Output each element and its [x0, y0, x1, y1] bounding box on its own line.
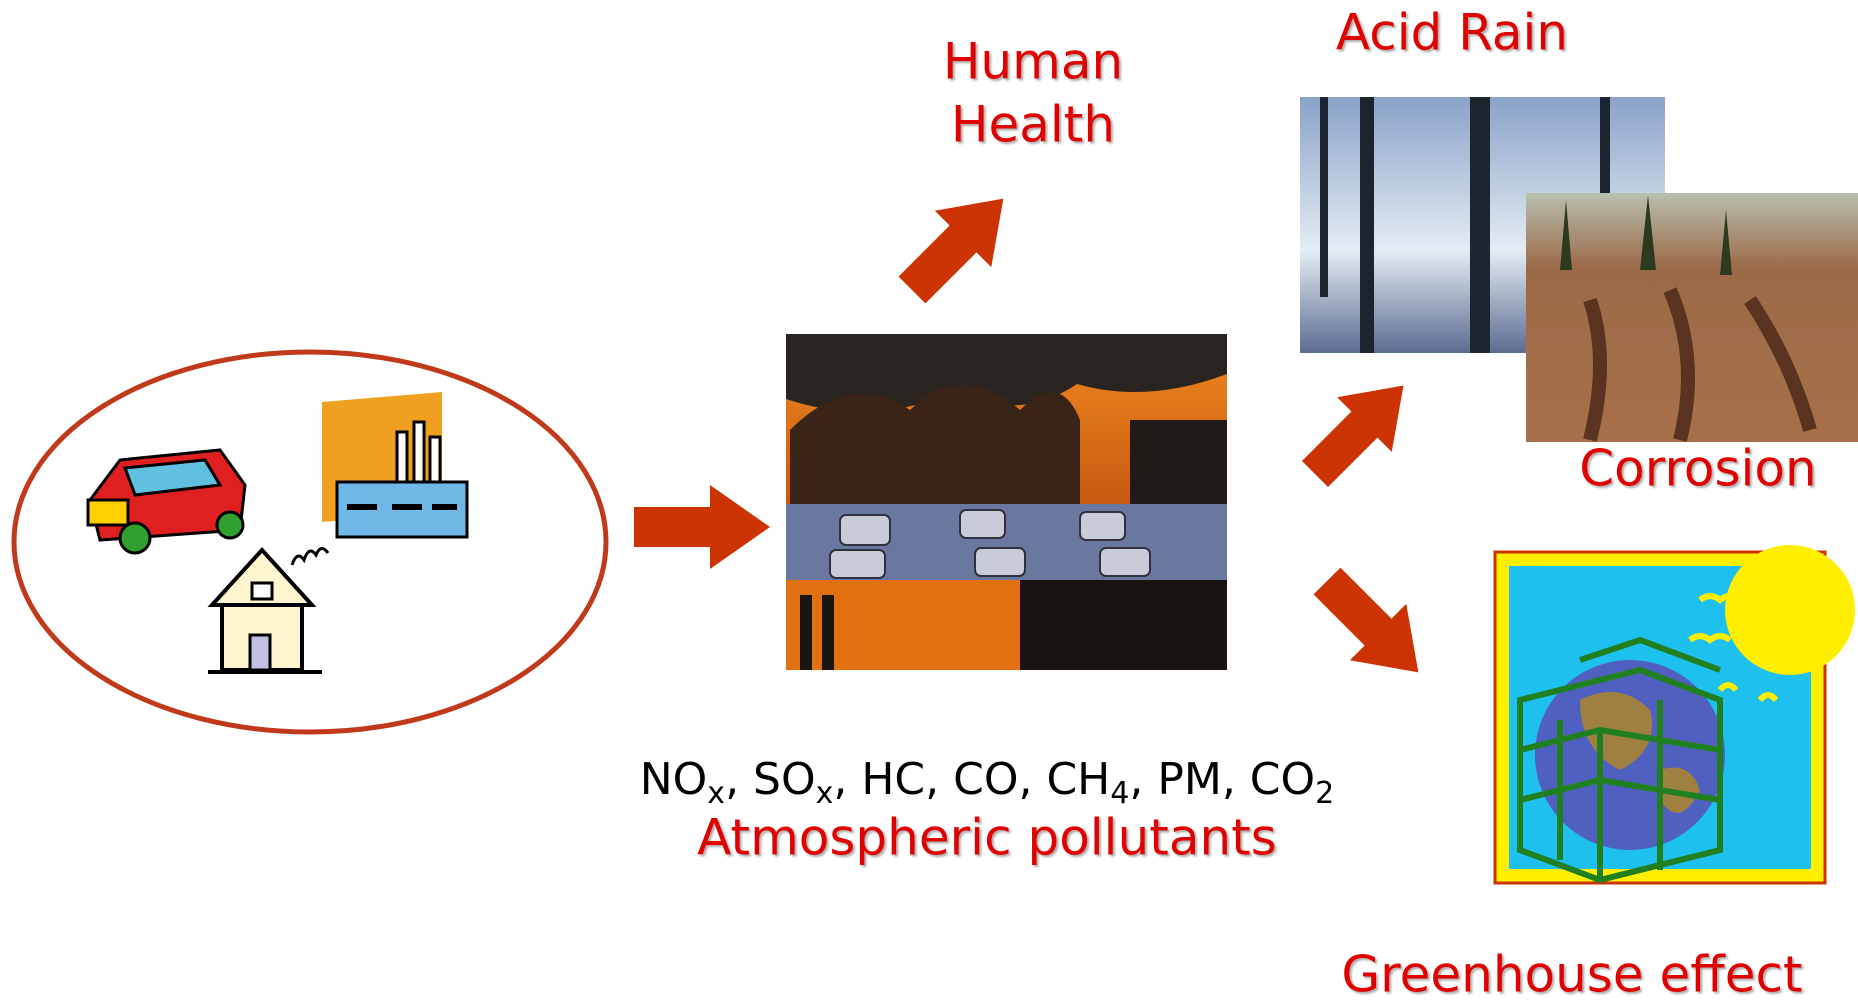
label: Corrosion — [1579, 440, 1816, 498]
label: Acid Rain — [1336, 4, 1568, 62]
label: Atmospheric pollutants — [697, 809, 1277, 867]
arrow — [883, 170, 1032, 319]
pollution-photo — [786, 334, 1227, 670]
subscript: x — [707, 776, 725, 811]
arrow — [1298, 552, 1447, 701]
arrow — [1287, 358, 1431, 502]
label: Greenhouse effect — [1341, 946, 1802, 1000]
greenhouse-picture — [1493, 545, 1855, 885]
formula-text: , HC, CO, CH — [833, 754, 1110, 805]
formula-text: , SO — [725, 754, 816, 805]
subscript: 2 — [1315, 776, 1334, 811]
formula: NOx, SOx, HC, CO, CH4, PM, CO2 — [640, 754, 1335, 811]
formula-text: NO — [640, 754, 708, 805]
sources — [11, 349, 609, 735]
formula-text: , PM, CO — [1129, 754, 1315, 805]
label: Health — [951, 96, 1115, 154]
subscript: 4 — [1110, 776, 1129, 811]
arrow — [634, 485, 770, 569]
subscript: x — [816, 776, 834, 811]
corrosion-photo — [1526, 193, 1858, 442]
label: Human — [943, 33, 1123, 91]
